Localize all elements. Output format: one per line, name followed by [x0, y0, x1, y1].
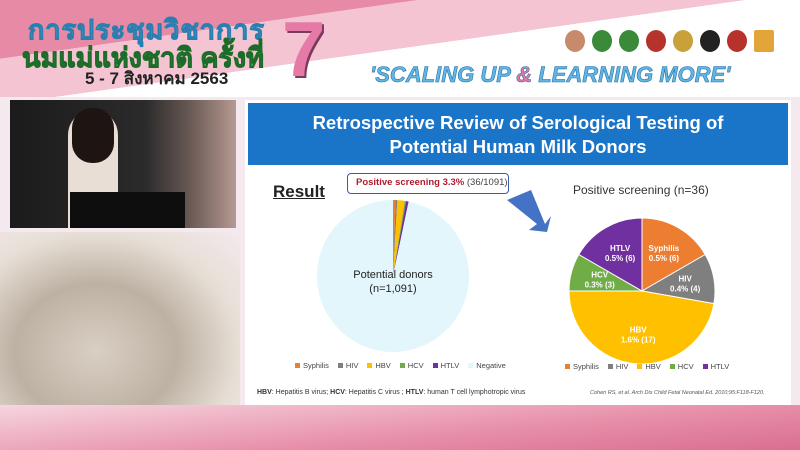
footnote: HBV: Hepatitis B virus; HCV: Hepatitis C…: [257, 389, 525, 396]
slice-category-label: HTLV: [610, 244, 631, 253]
legend-item-hbv: HBV: [637, 362, 661, 371]
slice-category-label: Syphilis: [649, 244, 680, 253]
legend-swatch: [637, 364, 643, 369]
pie-slice-hbv: [568, 290, 715, 365]
pie-slice-syphilis: [393, 200, 396, 276]
legend-item-syphilis: Syphilis: [565, 362, 599, 371]
slice-value-label: 0.3% (3): [585, 281, 616, 290]
presentation-slide: Retrospective Review of Serological Test…: [245, 100, 791, 405]
conference-dates: 5 - 7 สิงหาคม 2563: [85, 69, 229, 88]
logo-icon: [646, 30, 666, 52]
legend-item-htlv: HTLV: [702, 362, 729, 371]
pie-slice-hbv: [393, 200, 405, 276]
speaker-video: [10, 100, 236, 228]
legend-swatch: [565, 364, 570, 369]
footnote-text: : Hepatitis B virus;: [271, 389, 331, 396]
logo-icon: [592, 30, 612, 52]
legend-item-negative: Negative: [468, 361, 506, 370]
logo-icon: [700, 30, 720, 52]
legend-item-htlv: HTLV: [432, 361, 459, 370]
slide-title-line2: Potential Human Milk Donors: [389, 136, 647, 157]
slice-value-label: 0.4% (4): [670, 284, 701, 293]
callout-bold: Positive screening 3.3%: [356, 177, 465, 188]
footnote-abbr: HCV: [330, 389, 345, 396]
slice-value-label: 0.5% (6): [605, 254, 636, 263]
legend-swatch: [337, 363, 343, 368]
legend-swatch: [669, 364, 675, 369]
pie-slice-htlv: [393, 201, 409, 276]
logo-icon: [673, 30, 693, 52]
footnote-text: : Hepatitis C virus ;: [344, 389, 406, 396]
podium: [70, 192, 185, 228]
callout-count: (36/1091): [464, 177, 508, 188]
right-chart-title: Positive screening (n=36): [573, 183, 709, 197]
legend-swatch: [399, 363, 405, 368]
legend-swatch: [295, 363, 300, 368]
conference-banner: การประชุมวิชาการ นมแม่แห่งชาติ ครั้งที่ …: [0, 0, 800, 97]
conference-title-line1: การประชุมวิชาการ: [28, 15, 265, 46]
slogan-part2: LEARNING MORE': [532, 62, 731, 88]
slogan-amp: &: [516, 62, 533, 88]
slide-title: Retrospective Review of Serological Test…: [248, 103, 788, 165]
slice-category-label: HCV: [591, 271, 609, 280]
conference-title-line2: นมแม่แห่งชาติ ครั้งที่: [22, 43, 265, 74]
logo-icon: [565, 30, 585, 52]
legend-item-hcv: HCV: [399, 361, 424, 370]
slogan: 'SCALING UP & LEARNING MORE': [370, 62, 731, 88]
slice-category-label: HIV: [678, 274, 692, 283]
right-chart-legend: Syphilis HIV HBV HCV HTLV: [565, 362, 729, 371]
footnote-abbr: HBV: [257, 389, 272, 396]
legend-swatch: [468, 363, 474, 368]
legend-item-hcv: HCV: [669, 362, 694, 371]
slogan-part1: 'SCALING UP: [370, 62, 517, 88]
speaker-hair: [72, 108, 114, 163]
slice-value-label: 1.6% (17): [621, 336, 656, 345]
footnote-text: : human T cell lymphotropic virus: [423, 389, 526, 396]
pie-slice-hiv: [393, 200, 398, 276]
left-chart-legend: Syphilis HIV HBV HCV HTLV Negative: [295, 361, 506, 370]
conference-number: 7: [282, 5, 326, 93]
arrow-icon: [507, 190, 551, 232]
legend-item-hiv: HIV: [607, 362, 628, 371]
legend-item-hbv: HBV: [367, 361, 391, 370]
positive-screening-callout: Positive screening 3.3% (36/1091): [347, 173, 509, 194]
legend-item-hiv: HIV: [337, 361, 358, 370]
legend-swatch: [367, 363, 373, 368]
citation: Cohen RS, et al. Arch Dis Child Fetal Ne…: [590, 390, 765, 396]
legend-item-syphilis: Syphilis: [295, 361, 329, 370]
slide-title-line1: Retrospective Review of Serological Test…: [312, 112, 724, 133]
footnote-abbr: HTLV: [405, 389, 424, 396]
slice-category-label: HBV: [630, 326, 648, 335]
logo-icon: [754, 30, 774, 52]
bottom-band: [0, 405, 800, 450]
legend-swatch: [702, 364, 708, 369]
center-label-line2: (n=1,091): [369, 283, 416, 295]
pie-slice-htlv: [578, 217, 643, 292]
slice-value-label: 0.5% (6): [649, 254, 680, 263]
pie-slice-negative: [317, 200, 469, 352]
result-heading: Result: [273, 182, 325, 201]
banner-band: [0, 0, 800, 97]
sponsor-logos: [565, 30, 774, 52]
legend-swatch: [432, 363, 438, 368]
pie-slice-syphilis: [641, 217, 706, 292]
logo-icon: [727, 30, 747, 52]
logo-icon: [619, 30, 639, 52]
pie-slice-hcv: [393, 200, 407, 276]
center-label-line1: Potential donors: [353, 269, 433, 281]
legend-swatch: [607, 364, 613, 369]
